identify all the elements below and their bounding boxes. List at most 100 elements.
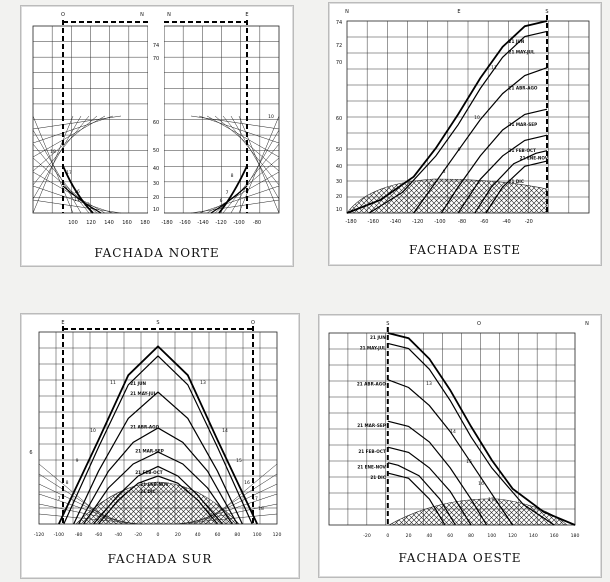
oeste-x-tick: 80 (468, 533, 474, 539)
sur-hour-label: 8 (66, 480, 69, 486)
oeste-hour-label: 16 (478, 481, 484, 487)
este-top-label: S (545, 9, 548, 15)
sur-top-label: O (251, 320, 255, 326)
sur-series-label: 21 JUN (130, 381, 146, 386)
oeste-hour-label: 14 (450, 429, 456, 435)
oeste-top-label: S (386, 321, 389, 327)
oeste-top-label: O (477, 321, 481, 327)
norte-left-diagonal (32, 199, 122, 214)
sur-hour-label: 18 (258, 506, 264, 512)
oeste-x-tick: 60 (447, 533, 453, 539)
sur-series-line (73, 391, 243, 525)
norte-right-diagonal (198, 185, 280, 214)
este-series-label: 21 DIC (509, 179, 524, 184)
sur-x-tick: 120 (273, 532, 282, 538)
este-hour-label: 11 (491, 65, 497, 71)
sur-hour-label: 14 (222, 428, 228, 434)
norte-right-diagonal (230, 129, 280, 214)
sur-series-label: 21 ABR-AGO (130, 424, 159, 429)
este-series-label: 21 ENE-NOV (520, 156, 549, 161)
oeste-x-tick: 0 (386, 533, 389, 539)
sur-hour-label: 9 (76, 458, 79, 464)
oeste-series-line (387, 462, 456, 526)
norte-y-tick: 70 (153, 56, 159, 62)
norte-x-tick: -140 (197, 220, 208, 226)
chart-fachada-sur: 21 JUN 21 MAY-JUL 21 ABR-AGO 21 MAR-SEP 21 F… (29, 320, 282, 538)
este-y-tick: 72 (336, 43, 342, 49)
chart-fachada-oeste: 21 JUN 21 MAY-JUL 21 ABR-AGO 21 MAR-SEP 21 F… (328, 321, 589, 539)
sur-x-tick: 40 (195, 532, 201, 538)
sur-x-tick: -60 (95, 532, 103, 538)
norte-x-tick: -80 (253, 220, 261, 226)
norte-hour-label: 6 (220, 198, 223, 204)
sur-diagonal (38, 493, 130, 525)
este-x-tick: -80 (458, 219, 466, 225)
oeste-hour-label: 17 (488, 497, 494, 503)
sur-x-tick: -120 (34, 532, 45, 538)
norte-right-diagonal (190, 115, 280, 130)
oeste-series-label: 21 JUN (370, 335, 386, 340)
oeste-x-tick: -20 (363, 533, 371, 539)
panel-fachada-oeste: 21 JUN 21 MAY-JUL 21 ABR-AGO 21 MAR-SEP 21 F… (318, 314, 602, 578)
norte-center-gap (148, 20, 164, 220)
panel-fachada-norte: O N N E 74 70 60 50 40 30 20 10 100 120 140 160 180 -180 -… (20, 5, 294, 267)
este-series-line (474, 150, 548, 214)
chart-title-sur: FACHADA SUR (107, 552, 213, 566)
este-hour-label: 8 (443, 169, 446, 175)
sur-x-tick: -80 (75, 532, 83, 538)
este-y-tick: 20 (336, 194, 342, 200)
este-y-tick: 30 (336, 179, 342, 185)
sur-diagonal (186, 493, 278, 525)
este-series-line (485, 160, 548, 214)
norte-y-tick: 74 (153, 43, 159, 49)
oeste-series-line (387, 342, 555, 526)
este-x-tick: -120 (412, 219, 423, 225)
oeste-series-line (387, 446, 472, 526)
norte-x-tick: 180 (140, 220, 150, 226)
sur-x-tick: 20 (175, 532, 181, 538)
este-hour-label: 10 (474, 115, 480, 121)
norte-left-diagonal (32, 115, 82, 200)
norte-y-tick: 10 (153, 207, 159, 213)
sur-top-label: S (156, 320, 159, 326)
este-x-tick: -60 (480, 219, 488, 225)
norte-right-diagonal (190, 199, 280, 214)
chart-title-norte: FACHADA NORTE (94, 246, 220, 260)
norte-y-tick: 20 (153, 195, 159, 201)
sur-diagonal (180, 503, 278, 525)
oeste-x-tick: 20 (406, 533, 412, 539)
sur-hour-label: 7 (58, 496, 61, 502)
sur-x-tick: 60 (215, 532, 221, 538)
norte-y-tick: 40 (153, 166, 159, 172)
sur-series-label: 21 MAY-JUL (130, 391, 156, 396)
sur-series-line (98, 475, 218, 525)
norte-x-tick: -180 (161, 220, 172, 226)
norte-left-path (62, 165, 94, 214)
sur-diagonal (38, 503, 136, 525)
sur-top-label: E (61, 320, 64, 326)
oeste-series-label: 21 DIC (370, 475, 385, 480)
norte-x-tick: -160 (179, 220, 190, 226)
este-top-label: E (457, 9, 460, 15)
oeste-hour-label: 15 (466, 459, 472, 465)
oeste-series-label: 21 MAY-JUL (360, 345, 386, 350)
norte-x-tick: -120 (215, 220, 226, 226)
oeste-x-tick: 120 (508, 533, 517, 539)
oeste-hour-label: 13 (426, 381, 432, 387)
norte-hour-label: 18 (50, 149, 56, 155)
oeste-series-label: 21 ABR-AGO (357, 382, 386, 387)
este-series-line (413, 67, 548, 214)
sur-series-line (78, 427, 238, 525)
este-series-line (457, 134, 548, 214)
este-series-label: 21 MAR-SEP (509, 122, 538, 127)
norte-left-path-2 (62, 185, 102, 214)
este-x-tick: -100 (434, 219, 445, 225)
norte-top-label: O (61, 12, 65, 18)
sur-x-tick: -100 (54, 532, 65, 538)
este-hour-label: 9 (458, 147, 461, 153)
sur-series-label: 21 FEB-OCT (135, 470, 163, 475)
oeste-x-tick: 180 (571, 533, 580, 539)
chart-fachada-norte: O N N E 74 70 60 50 40 30 20 10 100 120 140 160 180 -180 -… (32, 12, 280, 226)
oeste-series-label: 21 FEB-OCT (358, 449, 386, 454)
sur-hour-label: 13 (200, 380, 206, 386)
